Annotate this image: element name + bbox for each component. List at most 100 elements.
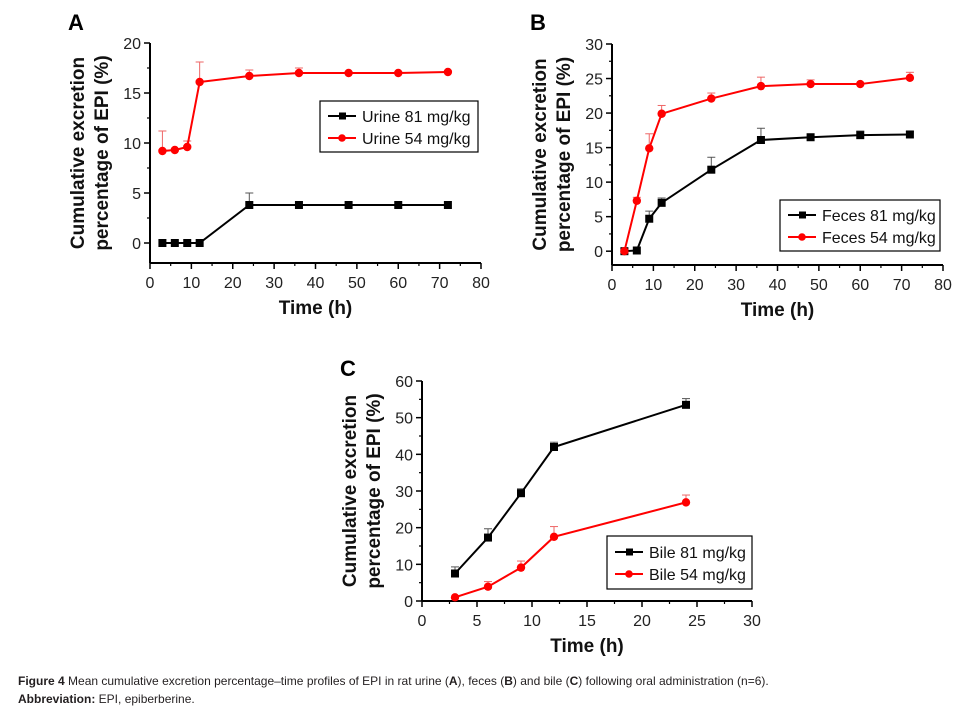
y-tick-label: 20 <box>395 521 413 538</box>
legend-label: Urine 81 mg/kg <box>362 109 471 126</box>
x-tick-label: 10 <box>523 613 541 630</box>
x-tick-label: 80 <box>934 277 952 294</box>
caption-panel-a: A <box>448 674 458 688</box>
y-tick-label: 15 <box>123 86 141 103</box>
data-point <box>484 533 492 542</box>
y-axis-title-line: Cumulative excretion <box>68 57 89 249</box>
legend-box <box>319 100 479 153</box>
y-axis-title-line: Cumulative excretion <box>340 395 361 587</box>
x-tick-label: 40 <box>307 275 325 292</box>
x-tick-label: 0 <box>418 613 427 630</box>
legend-label: Bile 81 mg/kg <box>649 545 746 562</box>
y-tick-label: 60 <box>395 374 413 391</box>
data-point <box>550 443 558 451</box>
panel-label: C <box>340 356 356 381</box>
y-tick-label: 40 <box>395 447 413 464</box>
data-point <box>183 142 192 152</box>
legend-marker <box>626 548 633 556</box>
x-axis-title: Time (h) <box>279 298 353 319</box>
x-tick-label: 80 <box>472 275 490 292</box>
data-point <box>756 135 765 144</box>
data-point <box>170 239 179 247</box>
legend-label: Urine 54 mg/kg <box>362 131 471 148</box>
abbreviation-text: EPI, epiberberine. <box>95 692 195 706</box>
data-point <box>450 593 460 602</box>
data-point <box>657 198 666 207</box>
legend-marker <box>799 211 806 219</box>
y-tick-label: 25 <box>585 72 603 89</box>
y-tick-label: 20 <box>123 36 141 53</box>
data-point <box>645 144 654 153</box>
data-point <box>294 68 304 78</box>
x-tick-label: 50 <box>810 277 828 294</box>
y-tick-label: 30 <box>585 37 603 54</box>
series-black <box>451 398 690 578</box>
x-tick-label: 15 <box>578 613 596 630</box>
data-point <box>158 239 167 247</box>
data-point <box>245 201 254 209</box>
series-red <box>620 71 915 256</box>
data-point <box>158 146 167 156</box>
legend: Bile 81 mg/kg Bile 54 mg/kg <box>606 535 753 590</box>
x-tick-label: 30 <box>743 613 761 630</box>
x-tick-label: 25 <box>688 613 706 630</box>
abbreviation-label: Abbreviation: <box>18 692 96 706</box>
data-point <box>632 196 642 205</box>
data-point <box>344 201 353 209</box>
y-axis-title-line: Cumulative excretion <box>530 58 551 250</box>
y-tick-label: 10 <box>395 557 413 574</box>
data-point <box>516 563 526 572</box>
legend-marker <box>625 570 633 578</box>
x-tick-label: 60 <box>389 275 407 292</box>
data-point <box>443 67 453 77</box>
data-point <box>183 239 192 247</box>
series-line <box>162 204 448 244</box>
caption-text-4: ) and bile ( <box>512 674 570 688</box>
series-black <box>158 192 452 247</box>
data-point <box>394 68 403 78</box>
legend: Feces 81 mg/kg Feces 54 mg/kg <box>779 199 941 252</box>
data-point <box>681 498 691 507</box>
data-point <box>657 109 666 118</box>
abbreviation-note: Abbreviation: EPI, epiberberine. <box>18 692 195 706</box>
data-point <box>856 79 865 89</box>
x-axis-title: Time (h) <box>550 636 624 657</box>
figure-label: Figure 4 <box>18 674 65 688</box>
data-point <box>443 201 452 209</box>
y-tick-label: 0 <box>132 236 141 253</box>
y-tick-label: 5 <box>132 186 141 203</box>
data-point <box>645 214 654 223</box>
legend-marker <box>338 134 346 142</box>
x-tick-label: 40 <box>769 277 787 294</box>
data-point <box>195 77 204 87</box>
data-point <box>905 73 915 83</box>
data-point <box>905 130 914 139</box>
y-tick-label: 50 <box>395 411 413 428</box>
y-axis-title-line: percentage of EPI (%) <box>92 55 113 250</box>
x-tick-label: 10 <box>182 275 200 292</box>
legend-marker <box>339 112 346 120</box>
data-point <box>806 79 815 89</box>
data-point <box>195 239 204 247</box>
y-axis-title-line: percentage of EPI (%) <box>554 57 575 252</box>
x-tick-label: 20 <box>686 277 704 294</box>
x-tick-label: 30 <box>265 275 283 292</box>
data-point <box>707 165 716 174</box>
x-tick-label: 50 <box>348 275 366 292</box>
legend: Urine 81 mg/kg Urine 54 mg/kg <box>319 100 479 153</box>
series-red <box>158 61 453 156</box>
legend-label: Feces 81 mg/kg <box>822 208 936 225</box>
data-point <box>756 81 766 91</box>
y-tick-label: 0 <box>594 244 603 261</box>
x-tick-label: 20 <box>633 613 651 630</box>
legend-label: Feces 54 mg/kg <box>822 230 936 247</box>
y-tick-label: 10 <box>585 175 603 192</box>
data-point <box>344 68 353 78</box>
data-point <box>394 201 403 209</box>
chart-panel-b: B 0 5 10 15 20 25 30 0 10 20 30 40 50 60 70 80 Time (h) Cu… <box>530 10 952 321</box>
caption-text-0: Mean cumulative excretion percentage–tim… <box>64 674 449 688</box>
data-point <box>632 246 641 255</box>
x-tick-label: 0 <box>146 275 155 292</box>
x-tick-label: 60 <box>851 277 869 294</box>
